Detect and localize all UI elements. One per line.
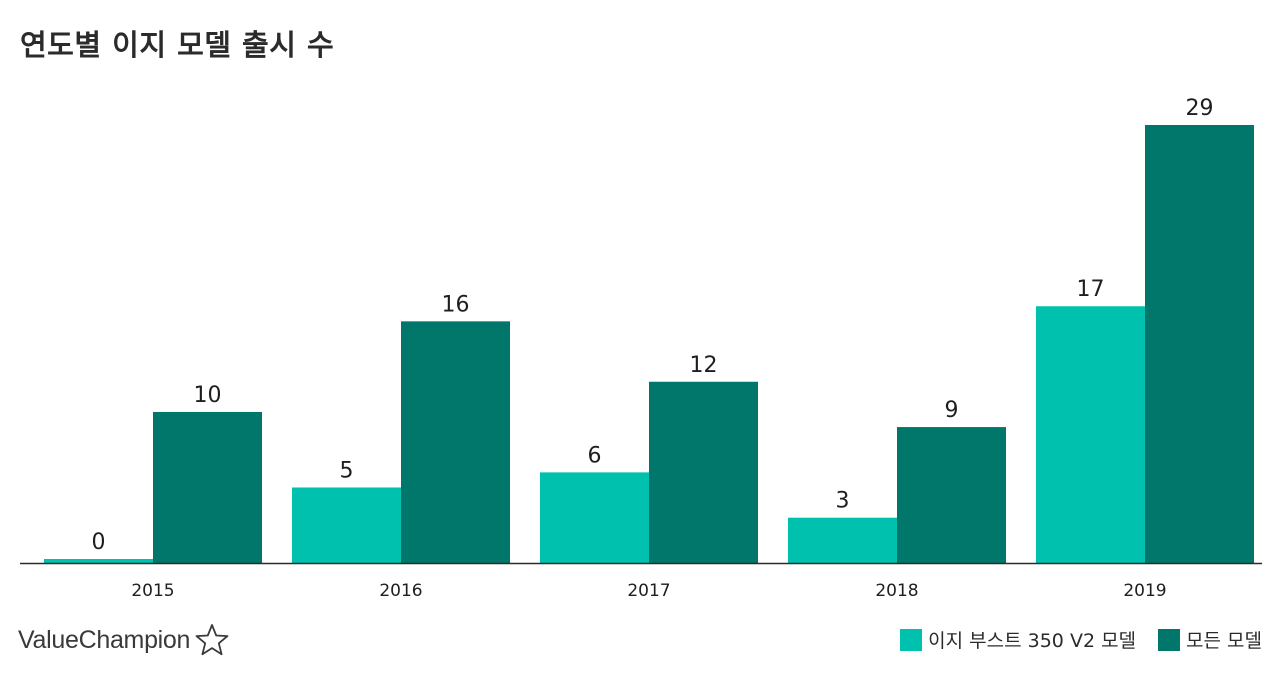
- data-label-2017-series-2: 12: [690, 353, 718, 378]
- legend-label-series-1: 이지 부스트 350 V2 모델: [928, 630, 1137, 652]
- bar-2019-series-2: [1145, 125, 1254, 563]
- star-outline-icon: [195, 624, 229, 656]
- bar-2016-series-1: [292, 487, 401, 563]
- bar-2018-series-2: [897, 427, 1006, 563]
- data-label-2015-series-2: 10: [194, 383, 222, 408]
- data-label-2019-series-2: 29: [1186, 96, 1214, 121]
- x-tick-label-2017: 2017: [627, 581, 670, 601]
- bar-2017-series-2: [649, 381, 758, 563]
- legend: 이지 부스트 350 V2 모델 모든 모델: [900, 626, 1262, 653]
- x-tick-label-2018: 2018: [875, 581, 918, 601]
- legend-swatch-series-1: [900, 628, 923, 651]
- legend-item-series-2: 모든 모델: [1158, 626, 1262, 653]
- brand-name: ValueChampion: [18, 625, 191, 654]
- chart-title: 연도별 이지 모델 출시 수: [20, 28, 335, 62]
- x-tick-label-2016: 2016: [379, 581, 422, 601]
- brand-logo: ValueChampion: [18, 622, 230, 658]
- legend-label-series-2: 모든 모델: [1186, 630, 1262, 652]
- bar-2016-series-2: [401, 321, 510, 563]
- bar-2018-series-1: [788, 517, 897, 563]
- bar-2015-series-2: [153, 411, 262, 563]
- data-label-2018-series-1: 3: [836, 489, 850, 514]
- bar-2015-series-1: [44, 559, 153, 563]
- legend-swatch-series-2: [1158, 628, 1181, 651]
- bar-2017-series-1: [540, 472, 649, 563]
- bar-chart: 0 10 2015 5 16 2016 6 12 2017 3 9 2018 17 29 2019: [20, 96, 1262, 601]
- bar-2019-series-1: [1036, 306, 1145, 563]
- data-label-2018-series-2: 9: [945, 398, 959, 423]
- data-label-2017-series-1: 6: [588, 443, 602, 468]
- x-tick-label-2015: 2015: [131, 581, 174, 601]
- data-label-2015-series-1: 0: [92, 530, 106, 555]
- data-label-2016-series-1: 5: [340, 458, 354, 483]
- x-tick-label-2019: 2019: [1123, 581, 1166, 601]
- data-label-2019-series-1: 17: [1077, 277, 1105, 302]
- legend-item-series-1: 이지 부스트 350 V2 모델: [900, 626, 1136, 653]
- data-label-2016-series-2: 16: [442, 292, 470, 317]
